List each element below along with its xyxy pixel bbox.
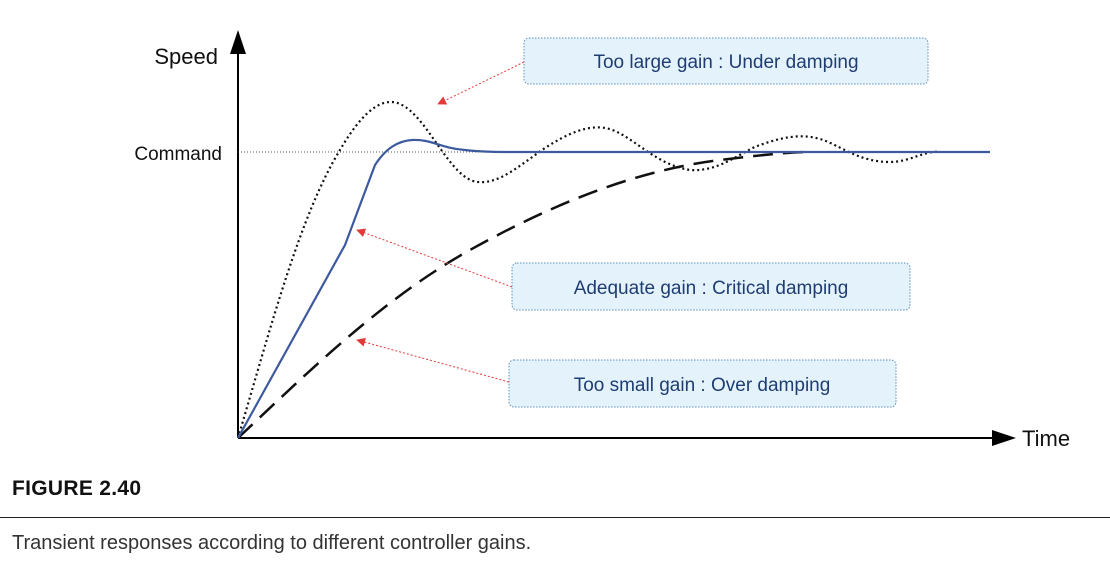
- annotation-under-damping: Too large gain : Under damping: [437, 37, 929, 105]
- command-label: Command: [134, 144, 222, 165]
- annotation-under-damping-box: [523, 37, 929, 85]
- annotation-critical-damping-box: [511, 262, 911, 311]
- over-damping-curve: [237, 150, 811, 439]
- annotation-over-damping-text: Too small gain : Over damping: [574, 375, 831, 396]
- transient-response-diagram: Speed Time Command Too large gain : Unde…: [134, 30, 1070, 451]
- annotation-critical-damping: Adequate gain : Critical damping: [356, 228, 911, 311]
- annotation-under-damping-text: Too large gain : Under damping: [593, 52, 858, 73]
- annotation-over-damping-box: [508, 359, 897, 408]
- figure-caption: Transient responses according to differe…: [12, 532, 532, 554]
- x-axis-label: Time: [1022, 426, 1070, 451]
- figure-label: FIGURE 2.40: [12, 477, 142, 500]
- annotation-critical-damping-text: Adequate gain : Critical damping: [574, 278, 849, 299]
- annotation-over-damping: Too small gain : Over damping: [356, 337, 897, 408]
- x-axis-arrowhead: [992, 430, 1016, 446]
- y-axis-label: Speed: [154, 44, 218, 69]
- annotation-critical-damping-arrow: [356, 228, 513, 288]
- critical-damping-curve: [237, 138, 990, 439]
- annotation-under-damping-arrow: [437, 61, 525, 105]
- under-damping-curve: [236, 100, 941, 439]
- y-axis-arrowhead: [230, 30, 246, 54]
- annotation-over-damping-arrow: [356, 337, 510, 383]
- figure-divider: [0, 517, 1110, 518]
